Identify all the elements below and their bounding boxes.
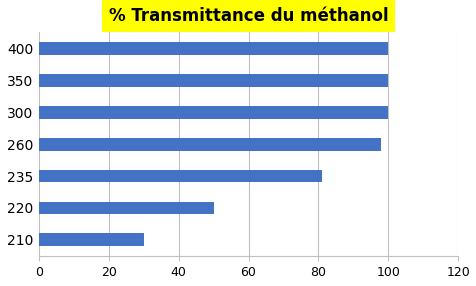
Bar: [39, 138, 380, 150]
Title: % Transmittance du méthanol: % Transmittance du méthanol: [109, 7, 387, 25]
Bar: [39, 42, 387, 55]
Bar: [39, 106, 387, 119]
Bar: [39, 170, 321, 182]
Bar: [39, 233, 143, 246]
Bar: [39, 74, 387, 87]
Bar: [39, 202, 213, 214]
